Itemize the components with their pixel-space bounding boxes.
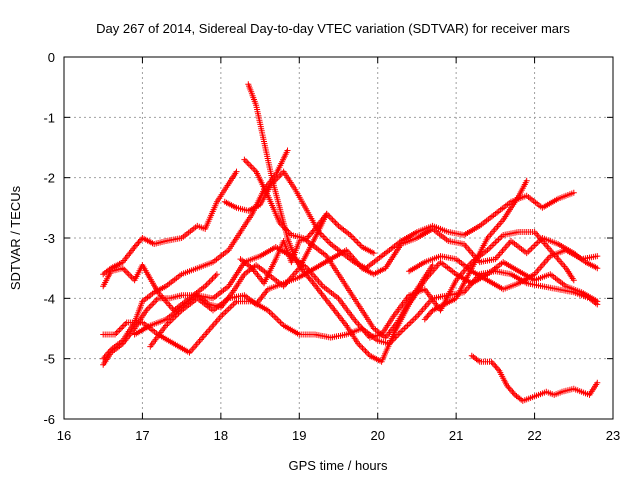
y-tick-label: -5 xyxy=(43,352,55,367)
x-tick-label: 19 xyxy=(292,428,306,443)
series-track-1 xyxy=(100,168,240,278)
x-axis-label: GPS time / hours xyxy=(289,458,388,473)
x-tick-label: 20 xyxy=(370,428,384,443)
plot-frame xyxy=(63,56,614,420)
series-markers xyxy=(237,210,377,287)
series-track-10 xyxy=(237,210,377,287)
x-tick-label: 18 xyxy=(214,428,228,443)
x-tick-label: 21 xyxy=(449,428,463,443)
x-tick-label: 17 xyxy=(135,428,149,443)
y-tick-label: -4 xyxy=(43,291,55,306)
y-tick-label: -3 xyxy=(43,231,55,246)
x-tick-label: 23 xyxy=(606,428,620,443)
y-tick-label: -2 xyxy=(43,171,55,186)
series-track-14 xyxy=(406,247,601,293)
series-markers xyxy=(406,247,601,293)
series-markers xyxy=(221,168,577,272)
series-track-2 xyxy=(100,262,220,314)
x-tick-label: 22 xyxy=(527,428,541,443)
series-markers xyxy=(421,177,530,323)
chart-title: Day 267 of 2014, Sidereal Day-to-day VTE… xyxy=(96,21,570,36)
x-tick-label: 16 xyxy=(57,428,71,443)
series-track-13 xyxy=(468,352,601,404)
series-markers xyxy=(468,352,601,404)
series-markers xyxy=(100,262,220,314)
series-markers xyxy=(100,168,240,278)
y-tick-label: 0 xyxy=(48,50,55,65)
data-points xyxy=(100,81,601,404)
series-track-11 xyxy=(221,168,577,272)
y-axis-label: SDTVAR / TECUs xyxy=(8,185,23,290)
y-tick-label: -1 xyxy=(43,110,55,125)
y-tick-label: -6 xyxy=(43,412,55,427)
series-track-12 xyxy=(421,177,530,323)
y-axis-ticks: 0 -1 -2 -3 -4 -5 -6 xyxy=(43,50,613,427)
